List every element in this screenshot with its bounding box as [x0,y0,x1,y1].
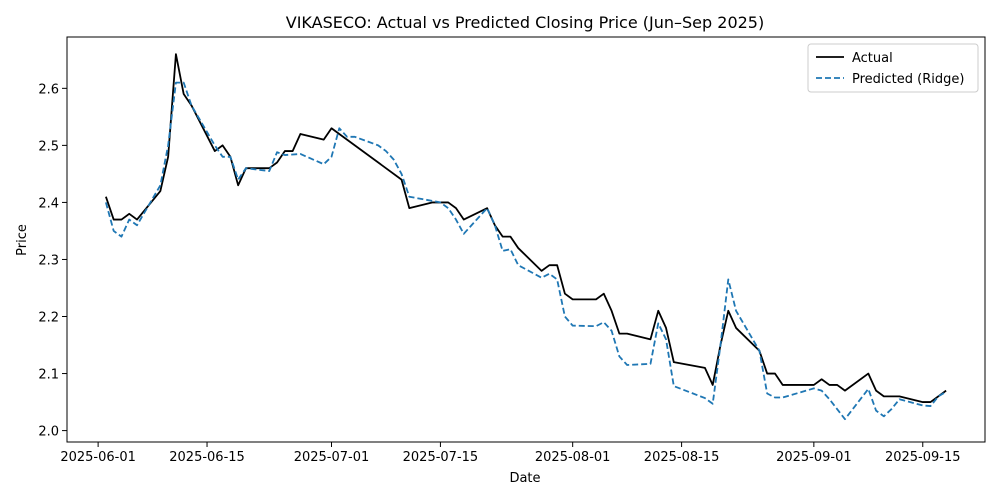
x-tick-label: 2025-07-15 [403,450,479,465]
y-axis: 2.0 2.1 2.2 2.3 2.4 2.5 2.6 [38,82,67,440]
chart-title: VIKASECO: Actual vs Predicted Closing Pr… [286,13,764,32]
y-tick-label: 2.3 [38,253,59,268]
x-tick-label: 2025-09-01 [776,450,852,465]
x-tick-label: 2025-08-01 [535,450,611,465]
y-tick-label: 2.0 [38,425,59,440]
legend-label-predicted: Predicted (Ridge) [852,72,964,87]
legend: Actual Predicted (Ridge) [807,43,979,93]
y-axis-label: Price [15,224,30,256]
x-tick-label: 2025-06-15 [169,450,245,465]
x-axis-label: Date [509,471,540,486]
x-tick-label: 2025-06-01 [60,450,136,465]
x-tick-label: 2025-07-01 [294,450,370,465]
y-tick-label: 2.2 [38,311,59,326]
y-tick-label: 2.5 [38,139,59,154]
x-tick-label: 2025-09-15 [885,450,961,465]
x-tick-label: 2025-08-15 [644,450,720,465]
plot-frame [66,36,986,443]
legend-box [807,43,979,93]
legend-label-actual: Actual [852,51,893,66]
x-axis: 2025-06-01 2025-06-15 2025-07-01 2025-07-15… [60,442,961,465]
plot-lines [105,53,947,421]
y-tick-label: 2.1 [38,368,59,383]
y-tick-label: 2.4 [38,196,59,211]
series-line-actual [105,53,947,403]
y-tick-label: 2.6 [38,82,59,97]
